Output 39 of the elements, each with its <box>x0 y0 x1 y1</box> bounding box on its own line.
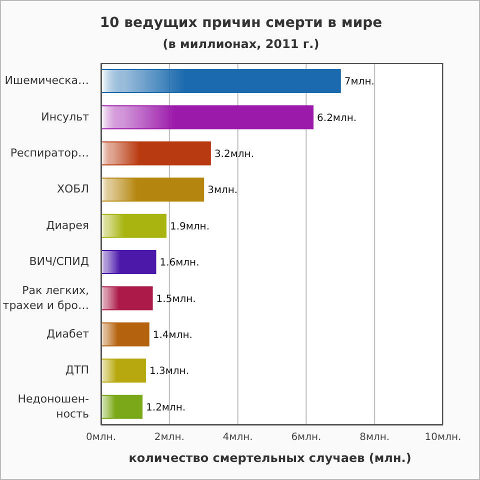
bar <box>101 358 146 383</box>
chart-subtitle: (в миллионах, 2011 г.) <box>162 37 320 51</box>
y-tick-label: Диарея <box>46 218 89 232</box>
data-label: 3.2млн. <box>214 148 254 160</box>
y-tick-label: Недоношен- ность <box>18 392 90 420</box>
x-axis-title: количество смертельных случаев (млн.) <box>128 451 412 465</box>
y-tick-label: ВИЧ/СПИД <box>29 255 90 268</box>
y-tick-label: ХОБЛ <box>56 182 89 196</box>
bar <box>101 105 314 130</box>
bar <box>101 214 166 238</box>
y-tick-label: ДТП <box>65 364 89 377</box>
data-label: 6.2млн. <box>317 112 357 124</box>
x-tick-label: 0млн. <box>86 432 116 444</box>
x-tick-label: 8млн. <box>360 432 390 444</box>
y-tick-label: Рак легких, трахеи и бро… <box>2 284 89 312</box>
data-label: 1.3млн. <box>149 366 190 378</box>
x-tick-label: 6млн. <box>291 432 322 444</box>
data-label: 7млн. <box>344 76 374 88</box>
x-tick-label: 4млн. <box>222 432 253 444</box>
bar <box>101 178 204 202</box>
chart-title: 10 ведущих причин смерти в мире <box>98 15 384 31</box>
data-label: 1.4млн. <box>152 330 192 341</box>
bar <box>101 141 211 166</box>
y-tick-label: Инсульт <box>41 110 90 124</box>
data-label: 1.9млн. <box>170 221 210 232</box>
x-tick-label: 10млн. <box>424 432 462 444</box>
bar <box>101 286 153 310</box>
bar <box>101 69 341 94</box>
bar <box>101 250 156 274</box>
y-tick-label: Диабет <box>46 328 90 341</box>
y-tick-label: Ишемическа… <box>4 74 89 88</box>
data-label: 3млн. <box>208 185 238 196</box>
bar <box>101 394 143 419</box>
y-tick-label: Респиратор… <box>10 146 89 160</box>
bar <box>101 322 150 346</box>
data-label: 1.6млн. <box>160 258 200 269</box>
data-label: 1.2млн. <box>146 402 186 414</box>
x-tick-label: 2млн. <box>154 432 184 444</box>
data-label: 1.5млн. <box>156 294 196 305</box>
